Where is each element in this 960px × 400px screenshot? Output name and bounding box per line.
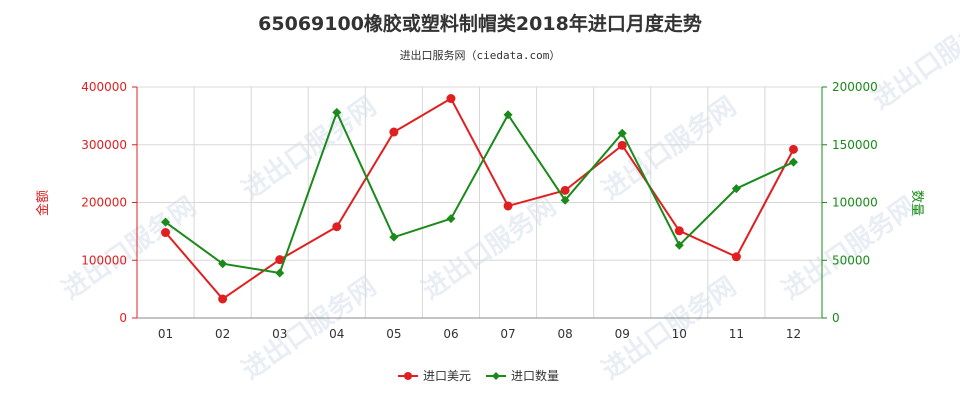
series-1-point[interactable] (617, 140, 627, 150)
x-tick-label: 09 (615, 327, 630, 341)
x-tick-label: 07 (500, 327, 515, 341)
legend[interactable]: 进口美元 进口数量 (398, 368, 559, 383)
series-1-point[interactable] (275, 255, 285, 265)
left-axis-title: 金额 (35, 190, 51, 216)
series-2-point[interactable] (332, 107, 342, 117)
series-1-point[interactable] (731, 252, 741, 262)
legend-marker-2[interactable] (492, 372, 500, 380)
x-tick-label: 04 (329, 327, 344, 341)
series-2-point[interactable] (617, 128, 627, 138)
series-1-point[interactable] (446, 94, 456, 104)
watermark-text: 进出口服务网 (237, 272, 382, 386)
right-tick-label: 200000 (832, 80, 878, 94)
series-2-point[interactable] (560, 195, 570, 205)
series-2-point[interactable] (446, 214, 456, 224)
series-2-point[interactable] (731, 184, 741, 194)
series-2-point[interactable] (674, 240, 684, 250)
legend-label-2[interactable]: 进口数量 (511, 368, 559, 383)
legend-marker-1[interactable] (404, 372, 412, 380)
x-tick-label: 06 (443, 327, 458, 341)
series-2-point[interactable] (788, 157, 798, 167)
x-tick-label: 12 (786, 327, 801, 341)
chart-title: 65069100橡胶或塑料制帽类2018年进口月度走势 (258, 12, 702, 35)
left-tick-label: 200000 (81, 196, 127, 210)
left-tick-label: 300000 (81, 138, 127, 152)
series-1-point[interactable] (389, 127, 399, 137)
x-tick-label: 10 (672, 327, 687, 341)
series-1-point[interactable] (503, 201, 513, 211)
series-2-point[interactable] (389, 232, 399, 242)
x-tick-label: 01 (158, 327, 173, 341)
right-tick-label: 100000 (832, 196, 878, 210)
x-tick-label: 02 (215, 327, 230, 341)
series-1-point[interactable] (674, 226, 684, 236)
x-tick-label: 11 (729, 327, 744, 341)
series-2-point[interactable] (161, 217, 171, 227)
series-1-point[interactable] (560, 185, 570, 195)
right-axis-title: 数量 (909, 190, 924, 216)
series-1-point[interactable] (161, 228, 171, 238)
series-1-point[interactable] (218, 294, 228, 304)
tick-labels: 0 100000 200000 300000 400000 0 50000 100000 150… (81, 80, 878, 341)
chart-subtitle: 进出口服务网（ciedata.com） (400, 48, 561, 62)
right-tick-label: 150000 (832, 138, 878, 152)
series-2-point[interactable] (275, 268, 285, 278)
series-1-point[interactable] (332, 222, 342, 232)
series-2-point[interactable] (218, 259, 228, 269)
left-tick-label: 100000 (81, 253, 127, 267)
series-layer (161, 94, 798, 304)
series-2-point[interactable] (503, 110, 513, 120)
watermark-text: 进出口服务网 (867, 2, 960, 116)
x-tick-label: 08 (557, 327, 572, 341)
x-tick-label: 05 (386, 327, 401, 341)
series-line-2 (164, 109, 794, 275)
axes (136, 87, 823, 319)
series-1-point[interactable] (788, 144, 798, 154)
left-tick-label: 0 (119, 311, 127, 325)
left-tick-label: 400000 (81, 80, 127, 94)
right-tick-label: 50000 (832, 253, 870, 267)
watermark-text: 进出口服务网 (417, 192, 562, 306)
right-tick-label: 0 (832, 311, 840, 325)
x-tick-label: 03 (272, 327, 287, 341)
legend-label-1[interactable]: 进口美元 (423, 369, 471, 383)
